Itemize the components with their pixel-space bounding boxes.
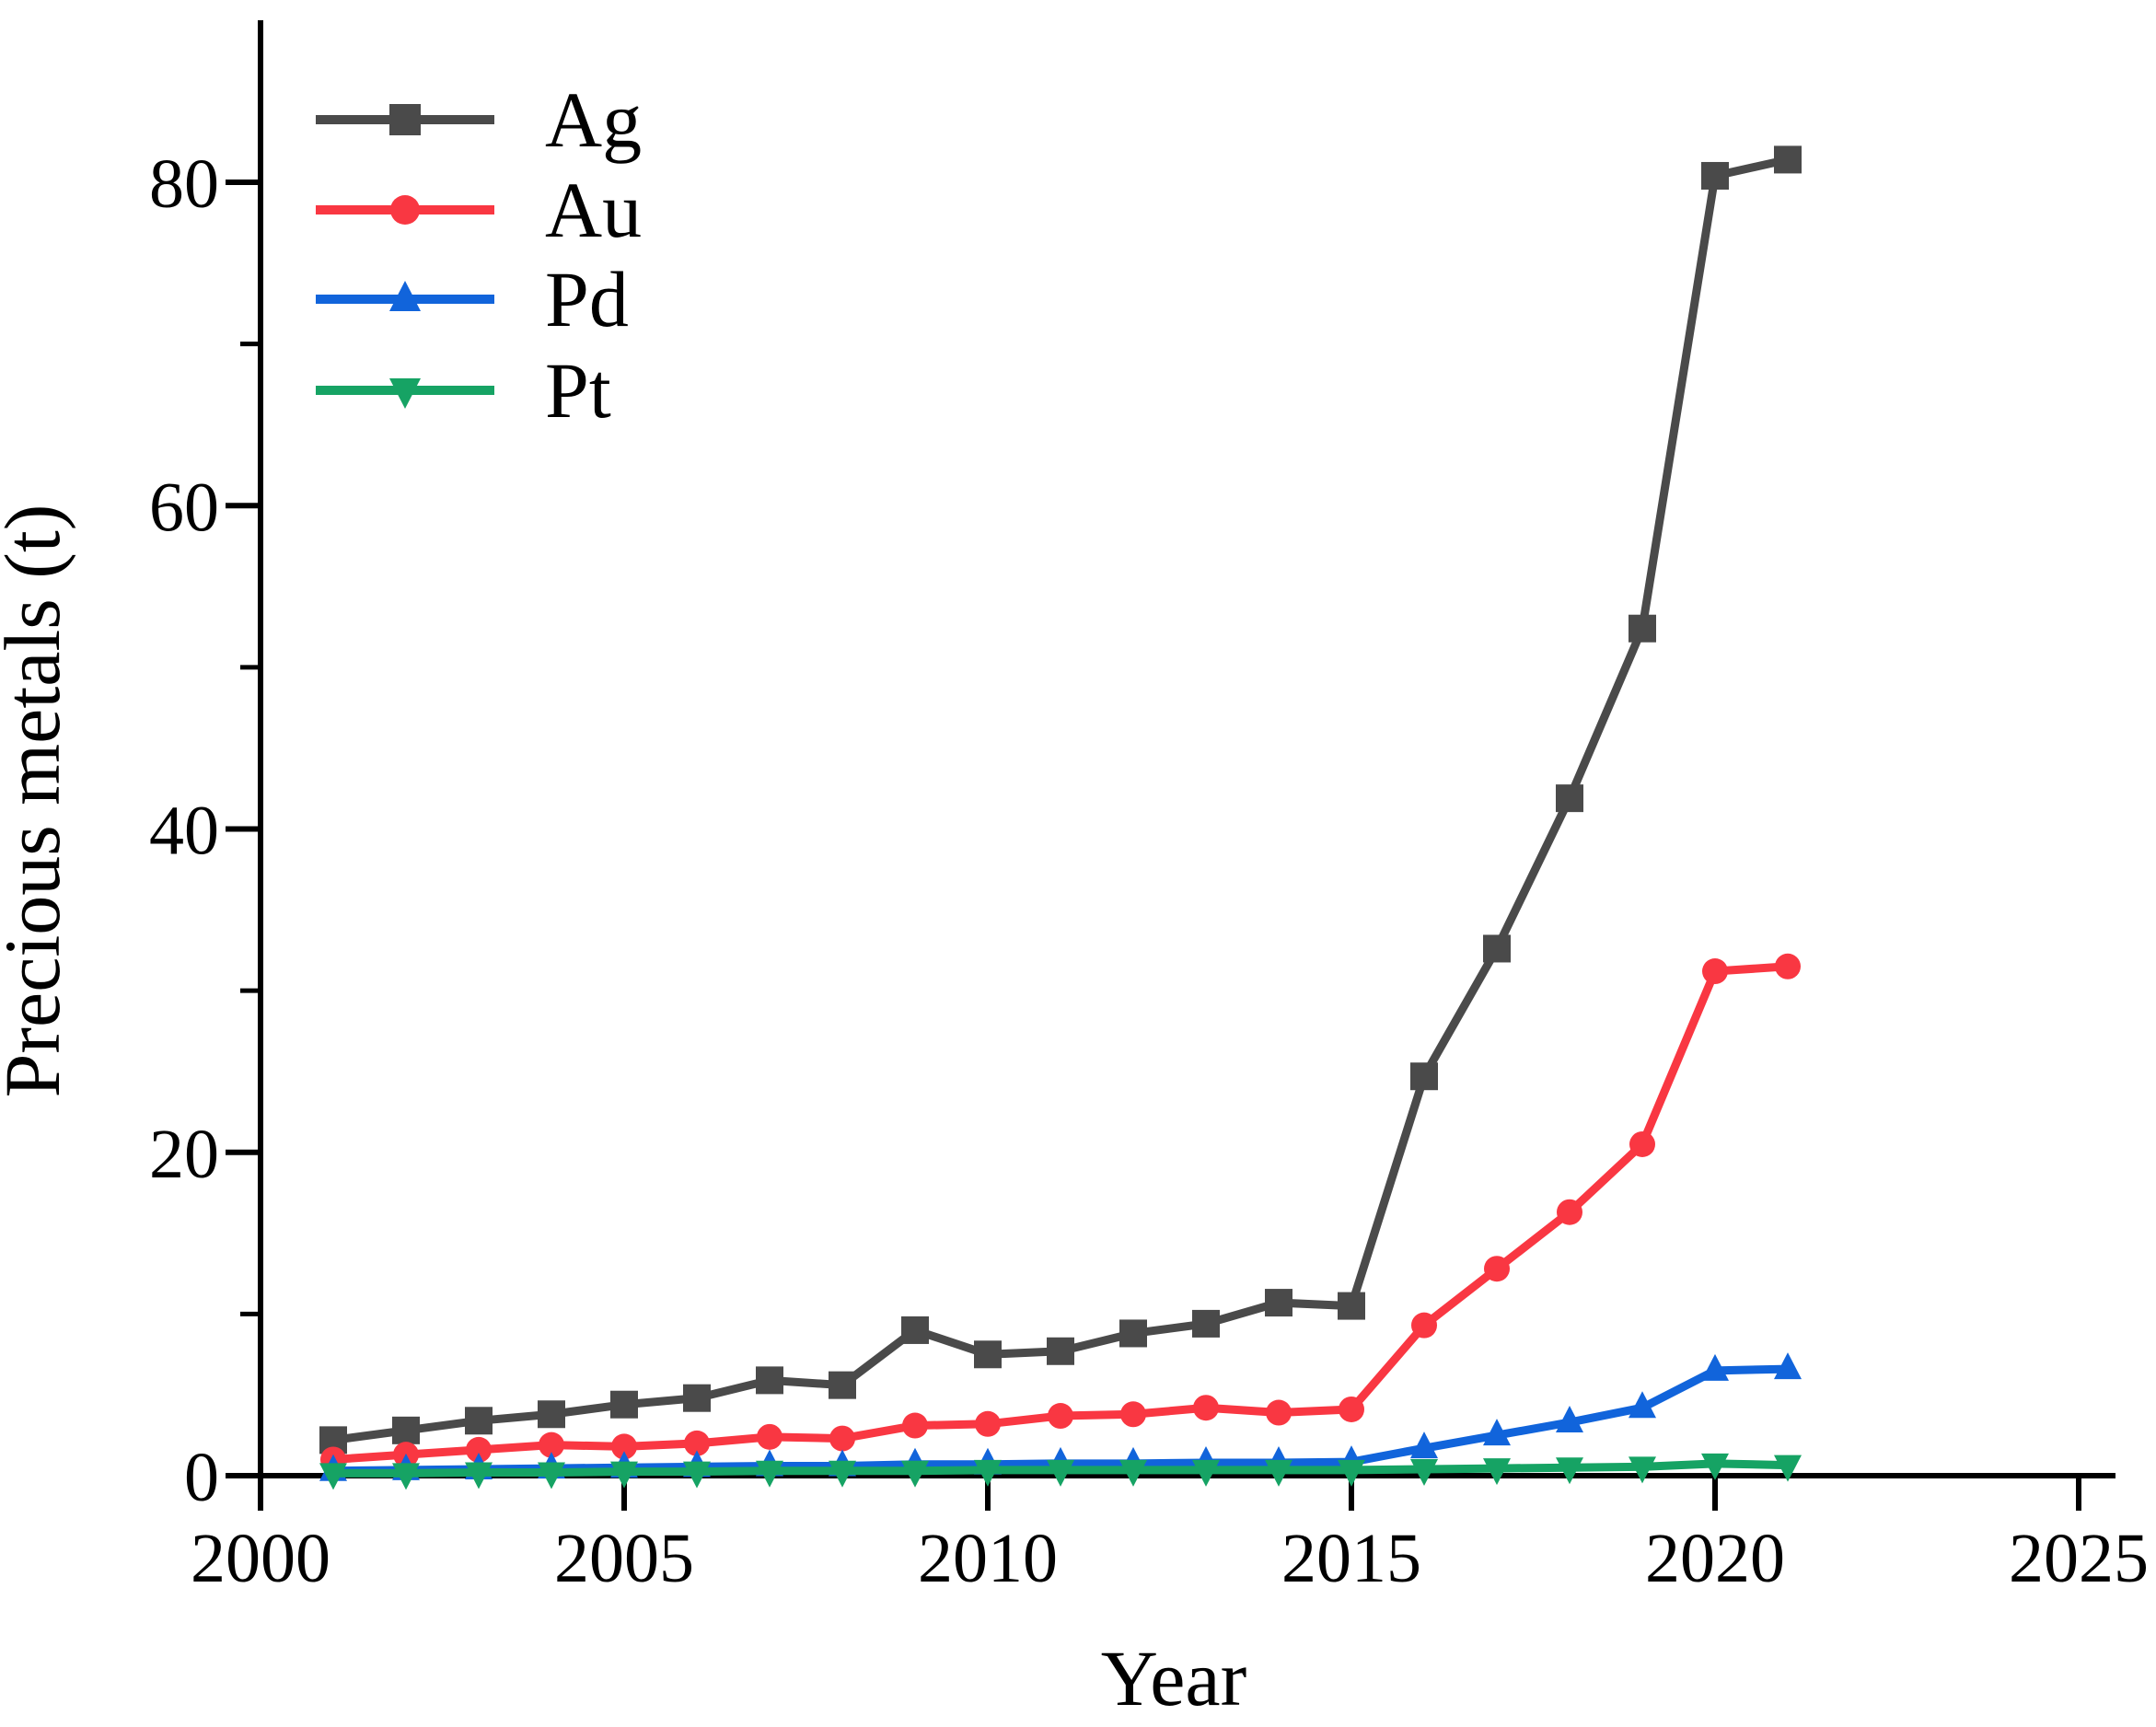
series-Ag-marker-2018: [1556, 784, 1583, 813]
series-Au-marker-2011: [1048, 1403, 1073, 1430]
x-tick-label-2000: 2000: [191, 1520, 330, 1597]
series-Pd-marker-2019: [1629, 1391, 1656, 1419]
series-Ag-marker-2004: [538, 1400, 565, 1429]
series-Pt-marker-2014: [1265, 1459, 1292, 1487]
series-Ag-marker-2017: [1483, 934, 1511, 963]
series-Pd-marker-2016: [1410, 1431, 1438, 1459]
series-Ag-marker-2005: [610, 1390, 638, 1419]
series-Ag-marker-2011: [1047, 1337, 1074, 1365]
series-Au-marker-2008: [829, 1425, 855, 1452]
series-Ag-marker-2015: [1338, 1292, 1365, 1320]
series-Ag-marker-2019: [1629, 614, 1656, 643]
series-Pt-marker-2003: [465, 1462, 493, 1489]
series-Au-marker-2019: [1629, 1130, 1655, 1157]
series-Ag-marker-2010: [974, 1340, 1002, 1369]
series-Ag: [319, 145, 1802, 1455]
series-Ag-marker-2002: [392, 1416, 420, 1444]
x-axis-title: Year: [1101, 1634, 1246, 1722]
series-Au-marker-2016: [1411, 1312, 1437, 1339]
legend-label-Pd: Pd: [545, 255, 629, 343]
series-Pd-marker-2017: [1483, 1419, 1511, 1446]
series-Au: [320, 953, 1801, 1473]
series-Pt-marker-2013: [1192, 1459, 1220, 1487]
series-Au-marker-2018: [1557, 1199, 1582, 1225]
series-lines: [319, 145, 1802, 1490]
series-Au-marker-2012: [1120, 1401, 1146, 1428]
series-Au-marker-2005: [611, 1433, 637, 1460]
series-Ag-marker-2006: [683, 1384, 711, 1412]
axes: 2000 2005 2010 2015 2020 2025 0 20 40 60 80: [149, 20, 2149, 1597]
series-Pt: [319, 1453, 1802, 1490]
x-tick-label-2005: 2005: [554, 1520, 694, 1597]
legend-label-Au: Au: [545, 166, 642, 254]
series-Au-marker-2014: [1266, 1399, 1292, 1426]
series-Au-marker-2010: [975, 1410, 1001, 1437]
series-Ag-marker-2012: [1119, 1319, 1147, 1348]
y-tick-label-60: 60: [149, 469, 219, 546]
series-Pt-marker-2006: [683, 1461, 711, 1489]
series-Pt-marker-2005: [610, 1461, 638, 1489]
series-Pt-marker-2017: [1483, 1458, 1511, 1486]
series-Au-marker-2006: [684, 1430, 710, 1456]
x-tick-label-2010: 2010: [918, 1520, 1058, 1597]
series-Pt-marker-2002: [392, 1463, 420, 1490]
series-Au-marker-2007: [757, 1423, 782, 1450]
series-Pt-marker-2020: [1701, 1453, 1729, 1480]
legend-marker-Au: [390, 195, 420, 225]
legend-item-Au: Au: [316, 166, 642, 254]
series-Pt-marker-2019: [1629, 1456, 1656, 1484]
series-Pd-marker-2020: [1701, 1353, 1729, 1381]
legend-item-Ag: Ag: [316, 75, 642, 164]
series-Pd-marker-2021: [1774, 1352, 1802, 1380]
series-Ag-marker-2007: [756, 1366, 783, 1395]
legend-label-Pt: Pt: [545, 346, 611, 435]
series-Ag-marker-2021: [1774, 145, 1802, 174]
series-Au-marker-2017: [1484, 1256, 1510, 1282]
series-Pd-marker-2018: [1556, 1406, 1583, 1433]
series-Au-marker-2003: [466, 1436, 492, 1463]
legend-marker-Pt: [389, 378, 421, 409]
x-tick-label-2025: 2025: [2009, 1520, 2149, 1597]
series-Pt-marker-2007: [756, 1460, 783, 1488]
x-tick-label-2015: 2015: [1281, 1520, 1421, 1597]
series-Pt-marker-2009: [901, 1460, 929, 1488]
series-Pt-marker-2021: [1774, 1455, 1802, 1482]
series-Ag-marker-2016: [1410, 1062, 1438, 1091]
series-Ag-marker-2009: [901, 1316, 929, 1344]
series-Pt-marker-2010: [974, 1459, 1002, 1487]
y-tick-label-40: 40: [149, 793, 219, 870]
x-tick-label-2020: 2020: [1645, 1520, 1785, 1597]
legend-marker-Ag: [389, 104, 421, 135]
series-Au-marker-2021: [1775, 953, 1801, 979]
series-Ag-marker-2008: [829, 1371, 856, 1399]
series-Au-marker-2013: [1193, 1395, 1219, 1421]
series-Au-marker-2015: [1339, 1396, 1364, 1422]
series-Pt-marker-2016: [1410, 1458, 1438, 1486]
legend-item-Pd: Pd: [316, 255, 629, 343]
legend-marker-Pd: [389, 281, 421, 311]
series-Ag-marker-2014: [1265, 1289, 1292, 1317]
series-Pt-marker-2004: [538, 1462, 565, 1489]
series-Pt-marker-2015: [1338, 1459, 1365, 1487]
series-Au-marker-2020: [1702, 958, 1728, 985]
series-Pt-marker-2001: [319, 1463, 347, 1490]
y-axis-title: Precious metals (t): [0, 504, 76, 1098]
legend-item-Pt: Pt: [316, 346, 611, 435]
y-tick-label-0: 0: [184, 1439, 219, 1516]
series-Ag-marker-2013: [1192, 1309, 1220, 1338]
series-Au-marker-2009: [902, 1412, 928, 1439]
series-Pt-marker-2018: [1556, 1457, 1583, 1485]
series-Pt-marker-2008: [829, 1460, 856, 1488]
y-tick-label-80: 80: [149, 145, 219, 223]
series-Ag-marker-2003: [465, 1407, 493, 1435]
series-Pt-marker-2011: [1047, 1459, 1074, 1487]
series-Pt-marker-2012: [1119, 1459, 1147, 1487]
legend-label-Ag: Ag: [545, 75, 642, 164]
series-Au-marker-2004: [539, 1431, 564, 1458]
y-tick-label-20: 20: [149, 1116, 219, 1193]
series-Ag-marker-2020: [1701, 161, 1729, 190]
